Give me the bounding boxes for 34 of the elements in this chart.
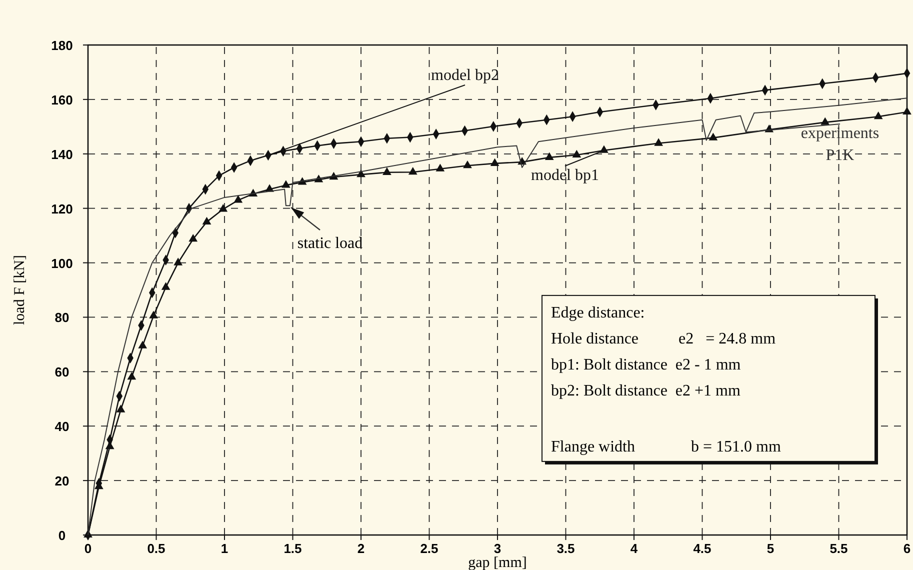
annotation: bp1: Bolt distance e2 - 1 mm bbox=[551, 356, 742, 374]
x-tick-label: 3 bbox=[494, 541, 502, 556]
x-tick-label: 4 bbox=[630, 541, 638, 556]
x-tick-label: 5.5 bbox=[830, 541, 848, 556]
x-tick-label: 3.5 bbox=[556, 541, 575, 556]
x-axis-title: gap [mm] bbox=[468, 555, 527, 570]
y-tick-label: 140 bbox=[51, 146, 73, 162]
text: model bp2 bbox=[431, 67, 499, 84]
y-tick-label: 180 bbox=[51, 38, 73, 53]
x-tick-label: 0 bbox=[84, 541, 92, 556]
annotation: Hole distance e2 = 24.8 mm bbox=[551, 330, 776, 348]
legend-label: model bp1 bbox=[531, 167, 599, 184]
x-tick-label: 6 bbox=[903, 541, 911, 556]
annotation: bp2: Bolt distance e2 +1 mm bbox=[551, 382, 741, 400]
x-tick-label: 1 bbox=[220, 541, 228, 556]
y-tick-label: 0 bbox=[58, 528, 66, 543]
x-tick-label: 0.5 bbox=[147, 541, 166, 556]
x-tick-label: 4.5 bbox=[693, 541, 712, 556]
y-tick-label: 100 bbox=[51, 256, 73, 271]
x-tick-label: 2 bbox=[357, 541, 365, 556]
y-tick-label: 80 bbox=[54, 310, 70, 326]
y-tick-label: 120 bbox=[51, 201, 73, 216]
x-tick-label: 2.5 bbox=[420, 541, 438, 556]
series-label: experiments P1K bbox=[800, 125, 880, 164]
annotation: Flange width b = 151.0 mm bbox=[551, 438, 782, 456]
y-tick-label: 20 bbox=[54, 474, 70, 489]
x-tick-label: 5 bbox=[766, 541, 774, 556]
y-tick-label: 160 bbox=[51, 92, 73, 108]
x-tick-label: 1.5 bbox=[284, 541, 302, 556]
y-tick-label: 60 bbox=[54, 364, 70, 380]
annotation: Edge distance: bbox=[551, 304, 645, 322]
y-axis-title: load F [kN] bbox=[12, 255, 28, 325]
annotation: static load bbox=[297, 235, 363, 252]
y-tick-label: 40 bbox=[54, 419, 70, 434]
